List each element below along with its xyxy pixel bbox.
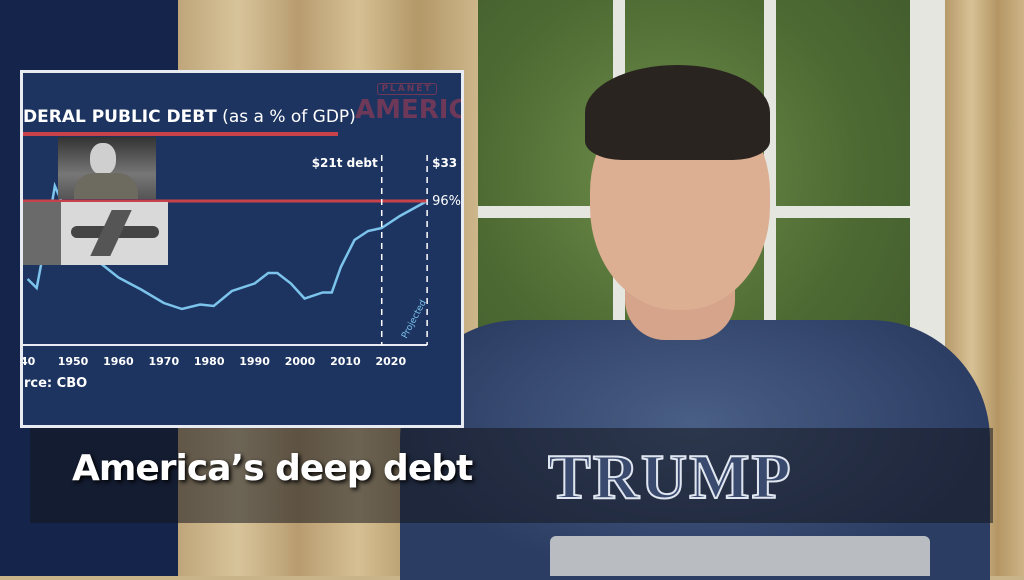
historic-photo-soldier [23, 202, 61, 265]
x-tick-label: 1990 [239, 355, 270, 368]
historic-photo-hitler [58, 137, 156, 199]
shirt-print: TRUMP [548, 440, 793, 514]
x-tick-label: 2010 [330, 355, 361, 368]
x-tick-label: 2000 [285, 355, 316, 368]
x-tick-label: 1960 [103, 355, 134, 368]
annotation-projected: Projected [400, 299, 429, 341]
x-tick-label: 2020 [375, 355, 406, 368]
annotation-21t-debt: $21t debt [312, 156, 378, 170]
x-tick-label: 1980 [194, 355, 225, 368]
annotation-33t-debt: $33 [432, 156, 457, 170]
historic-photo-bomber-plane [61, 202, 168, 265]
caption-title: America’s deep debt [72, 448, 472, 489]
x-tick-label: 1950 [58, 355, 89, 368]
laptop [550, 536, 930, 576]
x-tick-label: 40 [23, 355, 36, 368]
presenter-hair [585, 65, 770, 160]
annotation-96pct: 96% [432, 194, 461, 209]
x-tick-label: 1970 [148, 355, 179, 368]
source-label: rce: CBO [24, 376, 87, 391]
